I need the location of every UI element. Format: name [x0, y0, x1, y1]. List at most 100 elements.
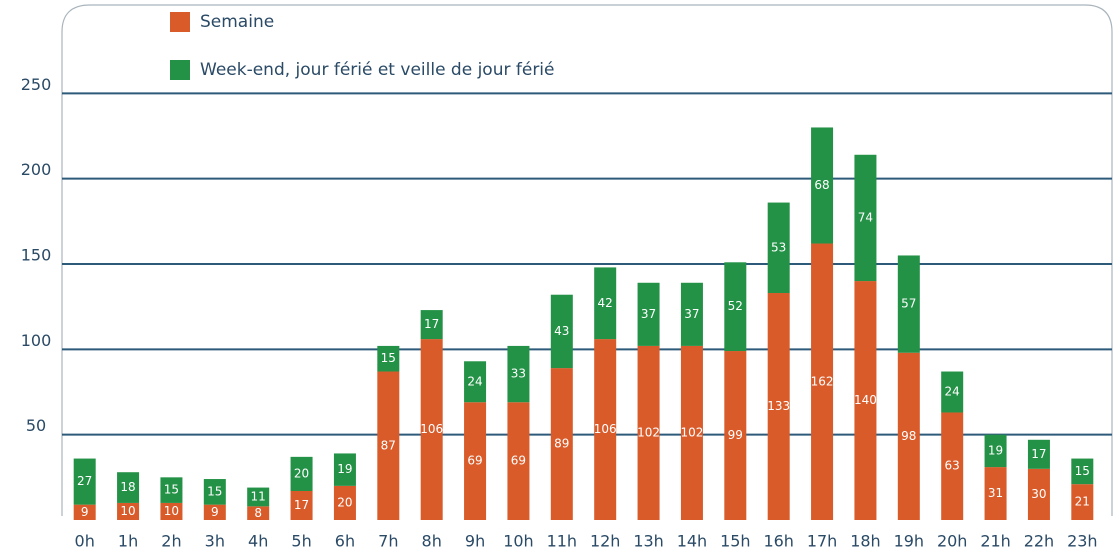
- value-label: 43: [554, 324, 569, 338]
- value-label: 106: [420, 422, 443, 436]
- bar-segment: [420, 339, 443, 520]
- legend-swatch: [170, 12, 190, 32]
- value-label: 89: [554, 437, 569, 451]
- value-label: 21: [1075, 495, 1090, 509]
- bar-segment: [594, 267, 617, 340]
- bar-segment: [724, 262, 747, 352]
- value-label: 69: [511, 454, 526, 468]
- bar-segment: [73, 458, 96, 505]
- bar-segment: [464, 402, 487, 520]
- value-label: 19: [988, 443, 1003, 457]
- value-label: 15: [164, 483, 179, 497]
- value-label: 162: [811, 374, 834, 388]
- value-label: 69: [467, 454, 482, 468]
- x-tick-label: 21h: [980, 532, 1011, 551]
- value-label: 133: [767, 399, 790, 413]
- bar-segment: [203, 479, 226, 505]
- bar-segment: [984, 434, 1007, 468]
- bar-segment: [854, 281, 877, 520]
- bar-segment: [420, 310, 443, 340]
- x-tick-label: 16h: [763, 532, 794, 551]
- bar-segment: [1027, 468, 1050, 520]
- bar-segment: [290, 490, 313, 520]
- x-tick-label: 5h: [291, 532, 311, 551]
- bar-segment: [160, 502, 183, 520]
- bar-segment: [203, 504, 226, 520]
- value-label: 27: [77, 474, 92, 488]
- bar-segment: [897, 352, 920, 520]
- bar-segment: [247, 487, 270, 507]
- value-label: 30: [1031, 487, 1046, 501]
- value-label: 17: [294, 498, 309, 512]
- legend-swatch: [170, 60, 190, 80]
- panel-frame: [61, 4, 1113, 516]
- value-label: 57: [901, 297, 916, 311]
- value-label: 17: [424, 317, 439, 331]
- value-label: 11: [251, 489, 266, 503]
- x-tick-label: 11h: [547, 532, 578, 551]
- value-label: 74: [858, 210, 873, 224]
- bar-segment: [507, 345, 530, 403]
- value-label: 99: [728, 428, 743, 442]
- x-tick-label: 23h: [1067, 532, 1098, 551]
- bar-segment: [854, 154, 877, 282]
- value-label: 24: [467, 374, 482, 388]
- bar-segment: [550, 368, 573, 520]
- bar-segment: [680, 345, 703, 520]
- x-tick-label: 3h: [205, 532, 225, 551]
- value-label: 15: [1075, 464, 1090, 478]
- x-tick-label: 13h: [633, 532, 664, 551]
- y-tick-label: 150: [21, 246, 52, 265]
- x-tick-label: 1h: [118, 532, 138, 551]
- x-tick-label: 14h: [677, 532, 708, 551]
- bar-segment: [767, 293, 790, 520]
- bar-segment: [1027, 439, 1050, 469]
- value-label: 33: [511, 367, 526, 381]
- value-label: 20: [337, 495, 352, 509]
- x-tick-label: 17h: [807, 532, 838, 551]
- bar-segment: [941, 412, 964, 520]
- bar-segment: [464, 361, 487, 403]
- value-label: 102: [680, 425, 703, 439]
- bar-segment: [637, 282, 660, 346]
- x-tick-label: 18h: [850, 532, 881, 551]
- y-tick-label: 200: [21, 160, 52, 179]
- y-tick-label: 250: [21, 75, 52, 94]
- bar-segment: [811, 243, 834, 520]
- value-label: 17: [1031, 447, 1046, 461]
- x-tick-label: 0h: [75, 532, 95, 551]
- x-tick-label: 2h: [161, 532, 181, 551]
- x-tick-label: 22h: [1024, 532, 1055, 551]
- bar-segment: [1071, 484, 1094, 520]
- value-label: 15: [381, 351, 396, 365]
- value-label: 10: [120, 504, 135, 518]
- value-label: 15: [207, 484, 222, 498]
- bar-segment: [594, 339, 617, 520]
- bar-segment: [247, 506, 270, 520]
- bar-segment: [117, 502, 140, 520]
- value-label: 18: [120, 480, 135, 494]
- value-label: 53: [771, 240, 786, 254]
- bar-segment: [507, 402, 530, 520]
- value-label: 9: [81, 505, 89, 519]
- value-label: 140: [854, 393, 877, 407]
- value-label: 31: [988, 486, 1003, 500]
- x-tick-label: 19h: [894, 532, 925, 551]
- bar-segment: [941, 371, 964, 413]
- bar-segment: [767, 202, 790, 294]
- x-tick-label: 6h: [335, 532, 355, 551]
- value-label: 106: [594, 422, 617, 436]
- bar-segment: [377, 371, 400, 520]
- bar-segment: [897, 255, 920, 353]
- value-label: 42: [598, 296, 613, 310]
- value-label: 102: [637, 425, 660, 439]
- value-label: 37: [684, 307, 699, 321]
- x-tick-label: 9h: [465, 532, 485, 551]
- value-label: 24: [945, 385, 960, 399]
- bar-segment: [290, 456, 313, 491]
- x-tick-label: 7h: [378, 532, 398, 551]
- bar-segment: [680, 282, 703, 346]
- value-label: 63: [945, 459, 960, 473]
- bar-segment: [117, 472, 140, 503]
